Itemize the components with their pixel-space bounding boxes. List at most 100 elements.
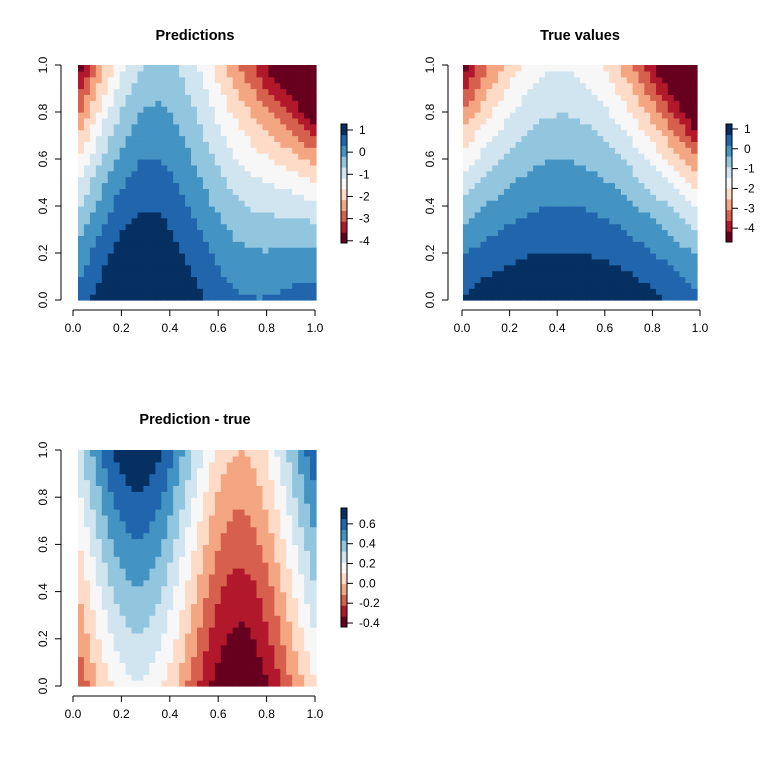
heatmap-cell <box>220 170 228 178</box>
heatmap-cell <box>155 135 162 142</box>
heatmap-cell <box>208 597 216 604</box>
heatmap-cell <box>310 188 317 195</box>
heatmap-cell <box>661 258 669 266</box>
heatmap-cell <box>155 632 162 640</box>
heatmap-cell <box>244 276 252 283</box>
heatmap-cell <box>143 532 150 540</box>
heatmap-cell <box>113 112 121 119</box>
heatmap-cell <box>292 609 299 616</box>
heatmap-cell <box>226 106 234 113</box>
heatmap-cell <box>113 680 121 687</box>
heatmap-cell <box>214 562 222 569</box>
heatmap-cell <box>262 82 269 90</box>
heatmap-cell <box>268 258 275 266</box>
heatmap-cell <box>137 117 145 125</box>
heatmap-cell <box>101 112 109 119</box>
heatmap-cell <box>262 70 269 78</box>
heatmap-cell <box>214 556 222 563</box>
heatmap-cell <box>113 206 121 213</box>
heatmap-cell <box>498 294 505 301</box>
heatmap-cell <box>673 276 681 283</box>
heatmap-cell <box>310 450 317 457</box>
heatmap-cell <box>214 591 222 599</box>
heatmap-cell <box>256 568 264 575</box>
heatmap-cell <box>125 550 133 557</box>
heatmap-cell <box>173 82 180 90</box>
heatmap-cell <box>562 170 569 178</box>
heatmap-cell <box>143 112 150 119</box>
heatmap-cell <box>89 229 97 236</box>
heatmap-cell <box>304 674 311 681</box>
heatmap-cell <box>244 229 252 236</box>
heatmap-cell <box>214 532 222 540</box>
heatmap-cell <box>214 200 222 207</box>
heatmap-cell <box>268 176 275 184</box>
heatmap-cell <box>474 182 482 189</box>
heatmap-cell <box>256 544 264 551</box>
heatmap-cell <box>113 627 121 634</box>
heatmap-cell <box>274 644 281 652</box>
heatmap-cell <box>179 514 186 522</box>
heatmap-cell <box>238 556 246 563</box>
heatmap-cell <box>101 147 109 154</box>
heatmap-cell <box>591 153 599 160</box>
heatmap-cell <box>137 88 145 95</box>
heatmap-cell <box>125 241 133 248</box>
colorbar-frame <box>340 507 348 628</box>
heatmap-cell <box>125 644 133 652</box>
heatmap-cell <box>208 258 216 266</box>
heatmap-cell <box>286 544 293 551</box>
heatmap-cell <box>113 450 121 457</box>
heatmap-cell <box>468 94 476 101</box>
heatmap-cell <box>238 491 246 498</box>
heatmap-cell <box>667 206 675 213</box>
heatmap-cell <box>191 573 198 581</box>
heatmap-cell <box>238 147 246 154</box>
heatmap-cell <box>585 70 593 78</box>
heatmap-cell <box>202 615 210 622</box>
heatmap-cell <box>498 223 505 231</box>
heatmap-cell <box>667 288 675 295</box>
heatmap-cell <box>298 603 305 610</box>
heatmap-cell <box>167 568 174 575</box>
heatmap-cell <box>208 550 216 557</box>
heatmap-cell <box>238 461 246 469</box>
heatmap-cell <box>626 141 634 148</box>
heatmap-cell <box>149 538 156 545</box>
heatmap-cell <box>667 276 675 283</box>
heatmap-cell <box>644 100 651 107</box>
heatmap-cell <box>274 597 281 604</box>
heatmap-cell <box>580 70 587 78</box>
heatmap-cell <box>492 70 499 78</box>
heatmap-cell <box>574 82 581 90</box>
heatmap-cell <box>244 503 252 510</box>
heatmap-cell <box>173 182 180 189</box>
heatmap-cell <box>232 674 240 681</box>
heatmap-cell <box>527 147 534 154</box>
heatmap-cell <box>486 282 493 289</box>
heatmap-cell <box>208 473 216 481</box>
heatmap-cell <box>492 223 499 231</box>
heatmap-cell <box>197 88 204 95</box>
heatmap-cell <box>280 182 287 189</box>
heatmap-cell <box>107 597 115 604</box>
heatmap-cell <box>143 200 150 207</box>
heatmap-cell <box>202 100 210 107</box>
heatmap-cell <box>574 76 581 84</box>
heatmap-cell <box>220 579 228 587</box>
heatmap-cell <box>544 247 552 254</box>
heatmap-cell <box>131 638 139 646</box>
heatmap-cell <box>89 70 97 78</box>
heatmap-cell <box>539 247 546 254</box>
heatmap-cell <box>250 153 258 160</box>
heatmap-cell <box>539 276 546 283</box>
heatmap-cell <box>173 562 180 569</box>
heatmap-cell <box>113 503 121 510</box>
heatmap-cell <box>280 520 287 528</box>
heatmap-cell <box>78 164 85 172</box>
heatmap-cell <box>208 135 216 142</box>
heatmap-cell <box>137 579 145 587</box>
heatmap-cell <box>691 200 698 207</box>
heatmap-cell <box>250 194 258 201</box>
heatmap-cell <box>107 632 115 640</box>
